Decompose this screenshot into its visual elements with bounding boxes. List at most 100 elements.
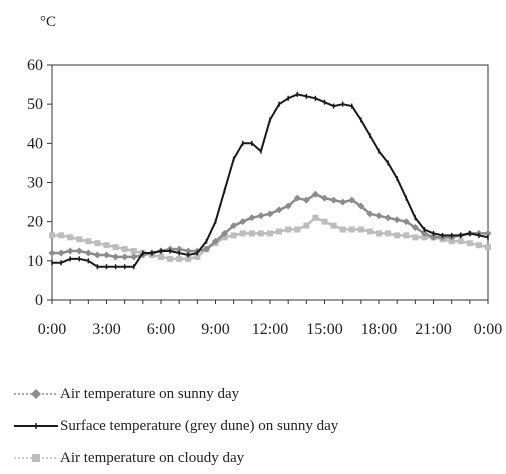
data-point [175, 245, 183, 253]
y-tick-label: 40 [27, 135, 43, 152]
data-point [85, 238, 92, 245]
data-point [457, 238, 464, 245]
data-point [221, 229, 229, 237]
data-point [202, 245, 210, 253]
x-tick-label: 12:00 [252, 321, 288, 338]
data-point [184, 247, 192, 255]
y-tick-label: 50 [27, 96, 43, 113]
data-point [121, 253, 129, 261]
y-tick-label: 0 [35, 292, 43, 309]
x-tick-label: 18:00 [361, 321, 397, 338]
y-tick-label: 10 [27, 253, 43, 270]
data-point [303, 222, 310, 229]
series-2 [49, 214, 491, 262]
data-point [321, 218, 328, 225]
data-point [67, 234, 74, 241]
data-point [330, 222, 337, 229]
data-point [239, 230, 246, 237]
data-point [266, 210, 274, 218]
data-point [420, 229, 428, 237]
y-tick-label: 60 [27, 57, 43, 74]
data-point [130, 248, 137, 255]
data-point [339, 198, 347, 206]
data-point [57, 249, 65, 257]
data-point [257, 230, 264, 237]
data-point [384, 214, 392, 222]
series-1 [51, 91, 489, 270]
data-point [94, 240, 101, 247]
data-point [49, 232, 55, 239]
data-point [112, 244, 119, 251]
legend-label-cloudy-air: Air temperature on cloudy day [60, 449, 245, 466]
data-point [130, 253, 138, 261]
data-point [275, 206, 283, 214]
data-point [121, 246, 128, 253]
data-point [284, 202, 292, 210]
data-point [357, 226, 364, 233]
legend-label-sunny-air: Air temperature on sunny day [60, 385, 240, 402]
data-point [194, 253, 201, 260]
data-point [484, 229, 492, 237]
data-point [385, 230, 392, 237]
x-tick-label: 15:00 [306, 321, 342, 338]
data-point [311, 190, 319, 198]
x-tick-label: 21:00 [415, 321, 451, 338]
legend-label-surface: Surface temperature (grey dune) on sunny… [60, 417, 339, 434]
data-point [276, 228, 283, 235]
data-point [302, 196, 310, 204]
legend-item-cloudy-air: Air temperature on cloudy day [12, 442, 502, 474]
data-point [485, 244, 491, 251]
data-point [212, 237, 219, 245]
data-point [393, 216, 401, 224]
x-axis: 0:00 3:00 6:00 9:00 12:00 15:00 18:00 21:00 0:00 [38, 300, 502, 338]
line-chart: °C 0 10 20 30 40 50 60 0:00 3:00 6:00 9:00 12:00 15… [27, 14, 502, 338]
legend-swatch-sunny-air [14, 389, 58, 399]
data-point [84, 249, 92, 257]
data-point [348, 226, 355, 233]
data-point [257, 212, 265, 220]
data-point [411, 224, 419, 232]
data-point [366, 210, 374, 218]
data-point [230, 222, 238, 230]
data-point [285, 226, 292, 233]
legend-item-sunny-air: Air temperature on sunny day [12, 378, 502, 410]
data-point [448, 238, 455, 245]
data-point [112, 253, 120, 261]
data-point [58, 232, 65, 239]
data-point [239, 218, 247, 226]
data-point [375, 212, 383, 220]
data-point [167, 255, 174, 262]
x-tick-label: 9:00 [201, 321, 229, 338]
data-point [430, 233, 437, 241]
x-tick-label: 0:00 [38, 321, 66, 338]
data-point [176, 255, 183, 262]
y-tick-label: 20 [27, 214, 43, 231]
data-point [466, 240, 473, 247]
data-point [403, 232, 410, 239]
data-point [230, 232, 237, 239]
data-point [412, 234, 419, 241]
data-point [475, 242, 482, 249]
legend-item-surface: Surface temperature (grey dune) on sunny… [12, 410, 502, 442]
y-axis: 0 10 20 30 40 50 60 [27, 57, 52, 309]
data-point [75, 247, 83, 255]
data-point [76, 236, 83, 243]
data-point [339, 226, 346, 233]
data-point [376, 230, 382, 237]
data-point [103, 242, 110, 249]
data-point [357, 202, 365, 210]
x-tick-label: 6:00 [147, 321, 175, 338]
data-point [294, 226, 301, 233]
legend-swatch-cloudy-air [14, 454, 58, 462]
data-point [248, 214, 256, 222]
data-point [421, 234, 428, 241]
data-point [394, 232, 401, 239]
data-point [103, 251, 110, 259]
data-point [66, 247, 74, 255]
data-point [267, 230, 273, 237]
x-tick-label: 3:00 [92, 321, 120, 338]
data-point [366, 228, 373, 235]
data-point [248, 230, 255, 237]
series-layer [48, 91, 492, 270]
x-tick-label: 0:00 [474, 321, 502, 338]
